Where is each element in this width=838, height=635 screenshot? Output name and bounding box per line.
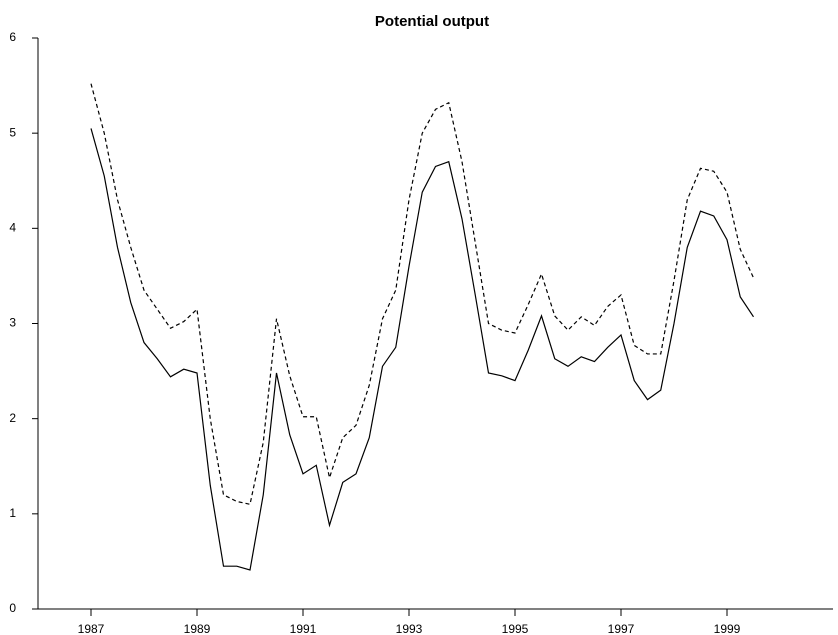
x-tick-label: 1987 — [78, 622, 105, 635]
y-tick-label: 5 — [9, 125, 16, 139]
y-tick-label: 0 — [9, 601, 16, 615]
x-tick-label: 1991 — [290, 622, 317, 635]
y-tick-label: 6 — [9, 30, 16, 44]
y-tick-label: 3 — [9, 316, 16, 330]
y-tick-label: 1 — [9, 506, 16, 520]
x-tick-label: 1995 — [502, 622, 529, 635]
series-line — [90, 128, 755, 571]
x-tick-label: 1993 — [396, 622, 423, 635]
series-line — [90, 83, 755, 506]
chart-title: Potential output — [375, 13, 489, 30]
y-tick-label: 2 — [9, 411, 16, 425]
x-tick-label: 1999 — [714, 622, 741, 635]
x-tick-label: 1989 — [184, 622, 211, 635]
x-tick-label: 1997 — [608, 622, 635, 635]
y-tick-label: 4 — [9, 221, 16, 235]
